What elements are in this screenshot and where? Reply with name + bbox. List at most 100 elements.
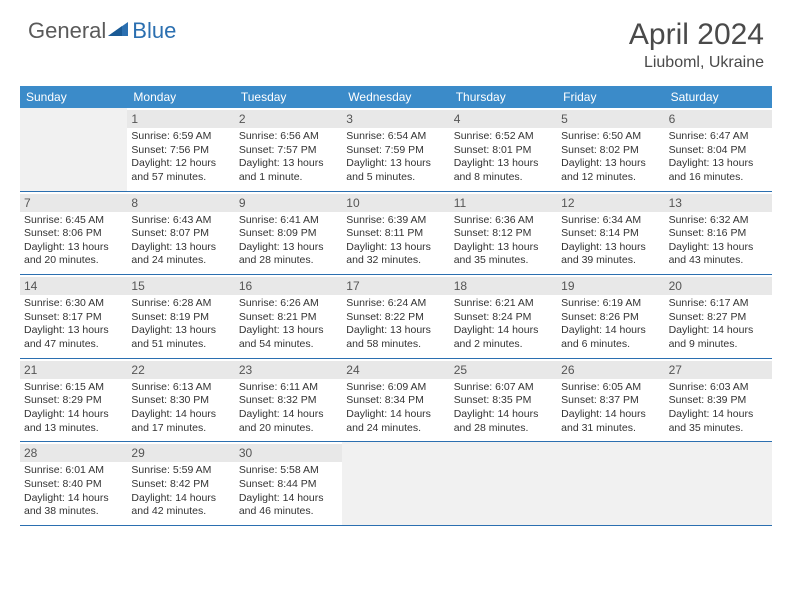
daylight-text: Daylight: 13 hours <box>239 241 338 255</box>
day-number: 5 <box>557 110 664 128</box>
calendar-week: 1Sunrise: 6:59 AMSunset: 7:56 PMDaylight… <box>20 108 772 192</box>
sunrise-text: Sunrise: 6:30 AM <box>24 297 123 311</box>
logo: General Blue <box>28 18 176 44</box>
day-number: 26 <box>557 361 664 379</box>
weekday-label: Tuesday <box>235 86 342 108</box>
day-number: 29 <box>127 444 234 462</box>
daylight-text: Daylight: 13 hours <box>346 324 445 338</box>
sunrise-text: Sunrise: 6:26 AM <box>239 297 338 311</box>
sunrise-text: Sunrise: 6:05 AM <box>561 381 660 395</box>
daylight-text: and 24 minutes. <box>346 422 445 436</box>
sunrise-text: Sunrise: 6:19 AM <box>561 297 660 311</box>
day-number: 25 <box>450 361 557 379</box>
sunset-text: Sunset: 8:26 PM <box>561 311 660 325</box>
daylight-text: and 20 minutes. <box>24 254 123 268</box>
daylight-text: Daylight: 13 hours <box>454 157 553 171</box>
daylight-text: Daylight: 13 hours <box>669 157 768 171</box>
daylight-text: and 46 minutes. <box>239 505 338 519</box>
daylight-text: and 35 minutes. <box>669 422 768 436</box>
sunrise-text: Sunrise: 6:52 AM <box>454 130 553 144</box>
daylight-text: Daylight: 14 hours <box>561 408 660 422</box>
calendar-cell: 7Sunrise: 6:45 AMSunset: 8:06 PMDaylight… <box>20 192 127 275</box>
day-number: 4 <box>450 110 557 128</box>
sunset-text: Sunset: 8:01 PM <box>454 144 553 158</box>
daylight-text: and 9 minutes. <box>669 338 768 352</box>
day-number: 27 <box>665 361 772 379</box>
sunset-text: Sunset: 7:59 PM <box>346 144 445 158</box>
calendar-cell-empty <box>557 442 664 525</box>
calendar-cell: 29Sunrise: 5:59 AMSunset: 8:42 PMDayligh… <box>127 442 234 525</box>
calendar-cell: 4 Sunrise: 6:52 AMSunset: 8:01 PMDaylight… <box>450 108 557 191</box>
day-number: 17 <box>342 277 449 295</box>
daylight-text: and 39 minutes. <box>561 254 660 268</box>
logo-word-blue: Blue <box>132 18 176 44</box>
calendar-cell: 20Sunrise: 6:17 AMSunset: 8:27 PMDayligh… <box>665 275 772 358</box>
sunset-text: Sunset: 8:09 PM <box>239 227 338 241</box>
daylight-text: and 35 minutes. <box>454 254 553 268</box>
day-number: 22 <box>127 361 234 379</box>
calendar-cell: 17Sunrise: 6:24 AMSunset: 8:22 PMDayligh… <box>342 275 449 358</box>
daylight-text: Daylight: 13 hours <box>24 241 123 255</box>
sunrise-text: Sunrise: 6:39 AM <box>346 214 445 228</box>
day-number: 10 <box>342 194 449 212</box>
calendar-cell: 30Sunrise: 5:58 AMSunset: 8:44 PMDayligh… <box>235 442 342 525</box>
sunset-text: Sunset: 8:07 PM <box>131 227 230 241</box>
day-number: 16 <box>235 277 342 295</box>
calendar-cell: 9Sunrise: 6:41 AMSunset: 8:09 PMDaylight… <box>235 192 342 275</box>
sunrise-text: Sunrise: 6:43 AM <box>131 214 230 228</box>
daylight-text: and 58 minutes. <box>346 338 445 352</box>
daylight-text: Daylight: 14 hours <box>454 324 553 338</box>
sunset-text: Sunset: 8:11 PM <box>346 227 445 241</box>
sunset-text: Sunset: 8:14 PM <box>561 227 660 241</box>
daylight-text: and 38 minutes. <box>24 505 123 519</box>
daylight-text: Daylight: 13 hours <box>24 324 123 338</box>
day-number: 11 <box>450 194 557 212</box>
sunset-text: Sunset: 8:16 PM <box>669 227 768 241</box>
daylight-text: Daylight: 12 hours <box>131 157 230 171</box>
sunrise-text: Sunrise: 6:24 AM <box>346 297 445 311</box>
calendar-cell: 13Sunrise: 6:32 AMSunset: 8:16 PMDayligh… <box>665 192 772 275</box>
day-number: 7 <box>20 194 127 212</box>
calendar-cell: 15Sunrise: 6:28 AMSunset: 8:19 PMDayligh… <box>127 275 234 358</box>
day-number: 15 <box>127 277 234 295</box>
daylight-text: Daylight: 14 hours <box>239 492 338 506</box>
day-number: 30 <box>235 444 342 462</box>
sunset-text: Sunset: 8:12 PM <box>454 227 553 241</box>
sunset-text: Sunset: 8:27 PM <box>669 311 768 325</box>
sunrise-text: Sunrise: 6:56 AM <box>239 130 338 144</box>
daylight-text: Daylight: 13 hours <box>561 241 660 255</box>
calendar-cell: 25Sunrise: 6:07 AMSunset: 8:35 PMDayligh… <box>450 359 557 442</box>
day-number: 2 <box>235 110 342 128</box>
daylight-text: Daylight: 14 hours <box>561 324 660 338</box>
daylight-text: and 31 minutes. <box>561 422 660 436</box>
weekday-label: Wednesday <box>342 86 449 108</box>
sunset-text: Sunset: 8:32 PM <box>239 394 338 408</box>
daylight-text: Daylight: 13 hours <box>239 157 338 171</box>
logo-triangle-icon <box>108 20 130 43</box>
daylight-text: and 6 minutes. <box>561 338 660 352</box>
calendar-cell: 12Sunrise: 6:34 AMSunset: 8:14 PMDayligh… <box>557 192 664 275</box>
calendar-cell-empty <box>20 108 127 191</box>
sunrise-text: Sunrise: 6:11 AM <box>239 381 338 395</box>
calendar-week: 7Sunrise: 6:45 AMSunset: 8:06 PMDaylight… <box>20 192 772 276</box>
calendar-cell: 2Sunrise: 6:56 AMSunset: 7:57 PMDaylight… <box>235 108 342 191</box>
daylight-text: Daylight: 14 hours <box>669 324 768 338</box>
daylight-text: Daylight: 13 hours <box>239 324 338 338</box>
calendar-cell-empty <box>342 442 449 525</box>
sunrise-text: Sunrise: 6:03 AM <box>669 381 768 395</box>
daylight-text: and 28 minutes. <box>239 254 338 268</box>
weekday-label: Saturday <box>665 86 772 108</box>
calendar-cell: 28Sunrise: 6:01 AMSunset: 8:40 PMDayligh… <box>20 442 127 525</box>
daylight-text: Daylight: 14 hours <box>346 408 445 422</box>
calendar-cell: 21Sunrise: 6:15 AMSunset: 8:29 PMDayligh… <box>20 359 127 442</box>
sunrise-text: Sunrise: 6:59 AM <box>131 130 230 144</box>
calendar-cell: 23Sunrise: 6:11 AMSunset: 8:32 PMDayligh… <box>235 359 342 442</box>
weekday-label: Sunday <box>20 86 127 108</box>
sunrise-text: Sunrise: 6:01 AM <box>24 464 123 478</box>
sunrise-text: Sunrise: 6:07 AM <box>454 381 553 395</box>
day-number: 14 <box>20 277 127 295</box>
calendar-cell: 8Sunrise: 6:43 AMSunset: 8:07 PMDaylight… <box>127 192 234 275</box>
daylight-text: and 47 minutes. <box>24 338 123 352</box>
sunset-text: Sunset: 8:42 PM <box>131 478 230 492</box>
calendar-cell: 19Sunrise: 6:19 AMSunset: 8:26 PMDayligh… <box>557 275 664 358</box>
